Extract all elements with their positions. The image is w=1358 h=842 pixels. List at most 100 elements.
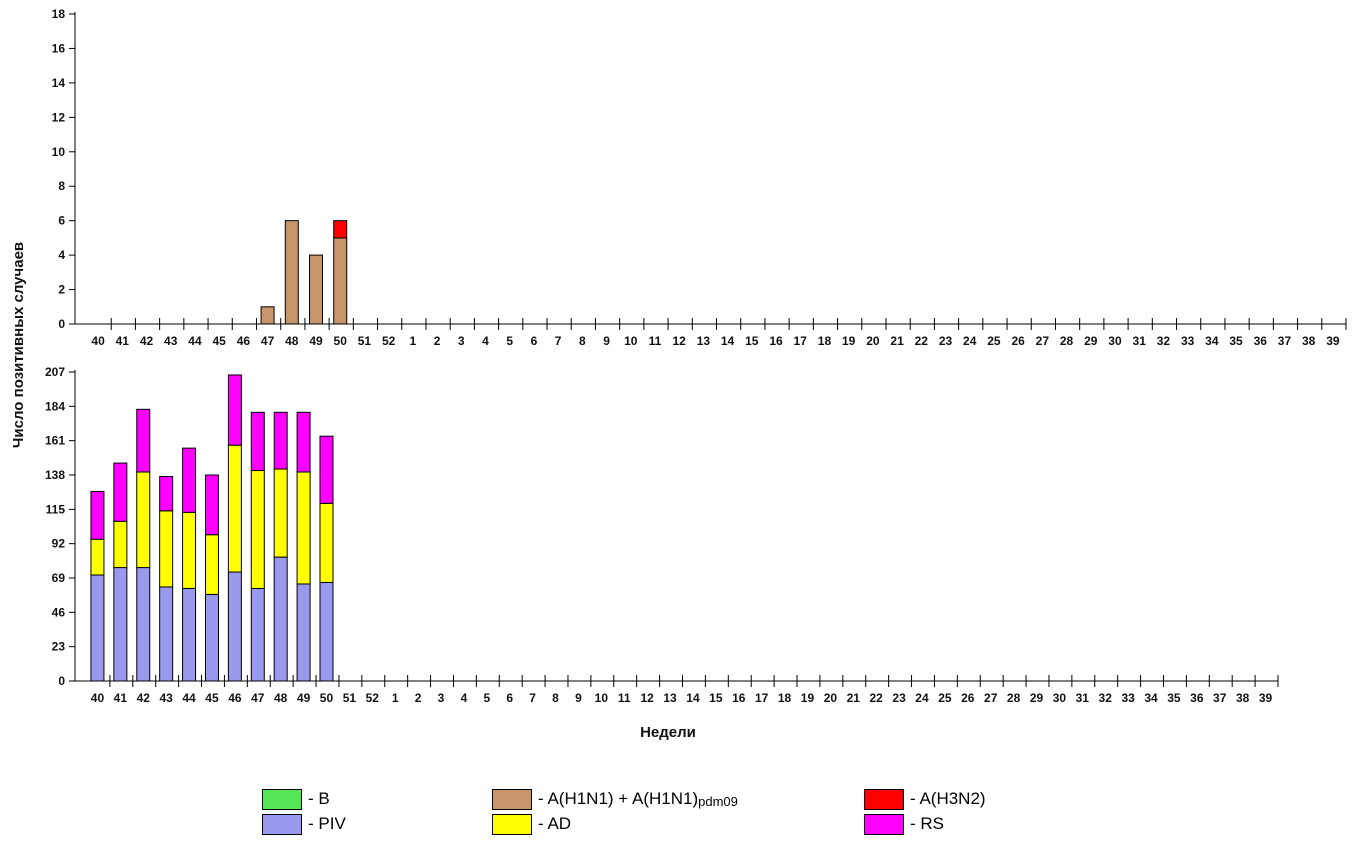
x-tick-label: 16 (732, 691, 746, 705)
y-tick-label: 161 (45, 434, 65, 448)
x-tick-label: 45 (205, 691, 219, 705)
legend-swatch (492, 788, 532, 810)
x-tick-label: 34 (1144, 691, 1158, 705)
x-tick-label: 39 (1259, 691, 1273, 705)
x-tick-label: 14 (686, 691, 700, 705)
bar-segment (136, 567, 151, 682)
x-tick-label: 7 (555, 334, 562, 348)
x-tick-label: 12 (640, 691, 654, 705)
x-tick-label: 19 (801, 691, 815, 705)
legend-swatch (262, 813, 302, 835)
x-tick-label: 32 (1099, 691, 1113, 705)
x-tick-label: 21 (890, 334, 904, 348)
bar-segment (260, 306, 275, 325)
x-tick-label: 16 (769, 334, 783, 348)
legend-item: - A(H1N1) + A(H1N1)pdm09 (492, 788, 738, 810)
x-tick-label: 41 (116, 334, 130, 348)
bar-segment (136, 408, 151, 473)
x-tick-label: 24 (915, 691, 929, 705)
legend-label: - AD (538, 814, 572, 833)
bar-segment (250, 587, 265, 682)
x-tick-label: 52 (382, 334, 396, 348)
y-tick-label: 0 (58, 674, 65, 688)
x-tick-label: 20 (866, 334, 880, 348)
bar-segment (227, 571, 242, 682)
y-tick-label: 207 (45, 365, 65, 379)
y-tick-label: 14 (52, 76, 66, 90)
x-tick-label: 5 (506, 334, 513, 348)
x-tick-label: 6 (531, 334, 538, 348)
x-tick-label: 10 (595, 691, 609, 705)
bar-segment (284, 220, 299, 325)
x-tick-label: 52 (366, 691, 380, 705)
bar-segment (319, 502, 334, 583)
bar-segment (319, 581, 334, 682)
x-tick-label: 13 (697, 334, 711, 348)
x-tick-label: 40 (91, 691, 105, 705)
x-tick-label: 28 (1007, 691, 1021, 705)
y-tick-label: 46 (52, 605, 66, 619)
x-tick-label: 36 (1254, 334, 1268, 348)
x-axis-title: Недели (640, 724, 696, 741)
y-tick-label: 69 (52, 571, 66, 585)
y-tick-label: 18 (52, 7, 66, 21)
x-tick-label: 17 (755, 691, 769, 705)
legend-item: - B (262, 788, 330, 810)
x-tick-label: 27 (1036, 334, 1050, 348)
x-tick-label: 49 (297, 691, 311, 705)
bar-segment (204, 593, 219, 682)
x-tick-label: 43 (159, 691, 173, 705)
bar-segment (182, 587, 197, 682)
x-tick-label: 8 (552, 691, 559, 705)
x-tick-label: 33 (1121, 691, 1135, 705)
x-tick-label: 11 (618, 691, 631, 705)
x-tick-label: 44 (188, 334, 202, 348)
x-tick-label: 23 (939, 334, 953, 348)
x-tick-label: 45 (212, 334, 226, 348)
x-tick-label: 17 (794, 334, 808, 348)
x-tick-label: 1 (410, 334, 417, 348)
legend-item: - RS (864, 813, 944, 835)
x-tick-label: 31 (1076, 691, 1090, 705)
x-tick-label: 31 (1133, 334, 1147, 348)
y-tick-label: 184 (45, 399, 65, 413)
x-tick-label: 13 (663, 691, 677, 705)
legend-swatch (262, 788, 302, 810)
bar-segment (204, 474, 219, 536)
x-tick-label: 38 (1236, 691, 1250, 705)
bar-segment (250, 470, 265, 589)
x-tick-label: 10 (624, 334, 638, 348)
x-tick-label: 8 (579, 334, 586, 348)
x-tick-label: 48 (285, 334, 299, 348)
x-tick-label: 30 (1053, 691, 1067, 705)
x-tick-label: 46 (228, 691, 242, 705)
bar-segment (182, 447, 197, 513)
bar-segment (113, 462, 128, 522)
x-tick-label: 46 (237, 334, 251, 348)
y-tick-label: 10 (52, 145, 66, 159)
bar-segment (296, 411, 311, 473)
x-tick-label: 23 (892, 691, 906, 705)
legend-label-subscript: pdm09 (698, 794, 738, 809)
x-tick-label: 30 (1108, 334, 1122, 348)
bar-segment (113, 567, 128, 682)
x-tick-label: 18 (778, 691, 792, 705)
x-tick-label: 28 (1060, 334, 1074, 348)
x-tick-label: 11 (649, 334, 662, 348)
legend-label: - B (308, 789, 330, 808)
x-tick-label: 38 (1302, 334, 1316, 348)
bar-segment (113, 520, 128, 569)
legend-label: - RS (910, 814, 944, 833)
x-tick-label: 22 (870, 691, 884, 705)
x-tick-label: 47 (261, 334, 275, 348)
legend-swatch (492, 813, 532, 835)
bar-segment (136, 471, 151, 569)
x-tick-label: 3 (438, 691, 445, 705)
x-tick-label: 51 (358, 334, 372, 348)
x-tick-label: 4 (461, 691, 468, 705)
x-tick-label: 25 (987, 334, 1001, 348)
x-tick-label: 9 (603, 334, 610, 348)
legend-item: - PIV (262, 813, 346, 835)
